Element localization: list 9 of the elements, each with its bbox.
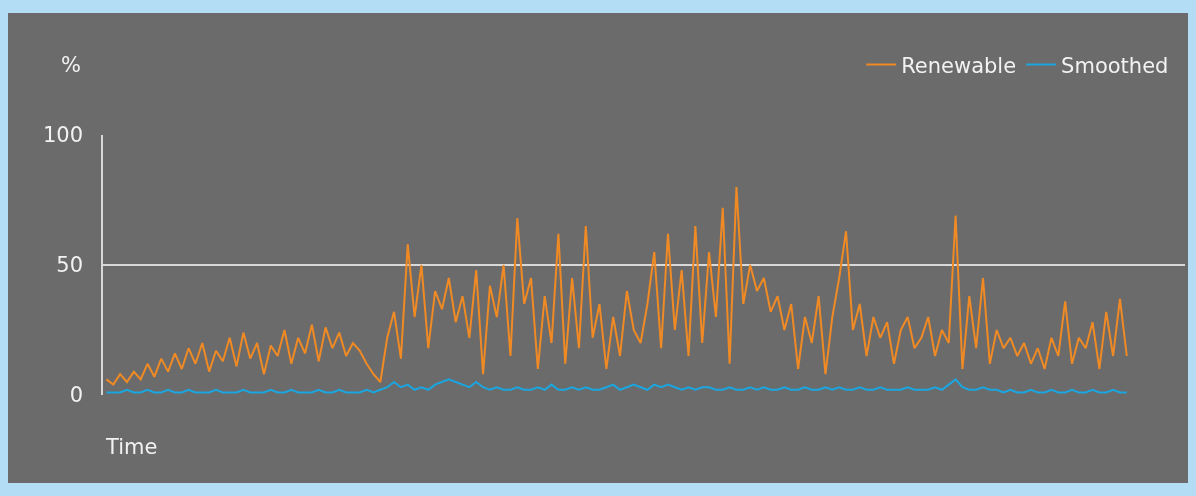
line-series bbox=[105, 378, 1128, 394]
y-axis-title: % bbox=[61, 53, 81, 77]
legend-label: Smoothed bbox=[1061, 53, 1169, 78]
line-series bbox=[105, 186, 1128, 386]
y-tick-label: 100 bbox=[42, 123, 84, 148]
legend-label: Renewable bbox=[901, 53, 1017, 78]
x-axis-title: Time bbox=[105, 435, 158, 459]
y-tick-label: 0 bbox=[69, 383, 84, 408]
y-tick-label: 50 bbox=[56, 253, 84, 278]
